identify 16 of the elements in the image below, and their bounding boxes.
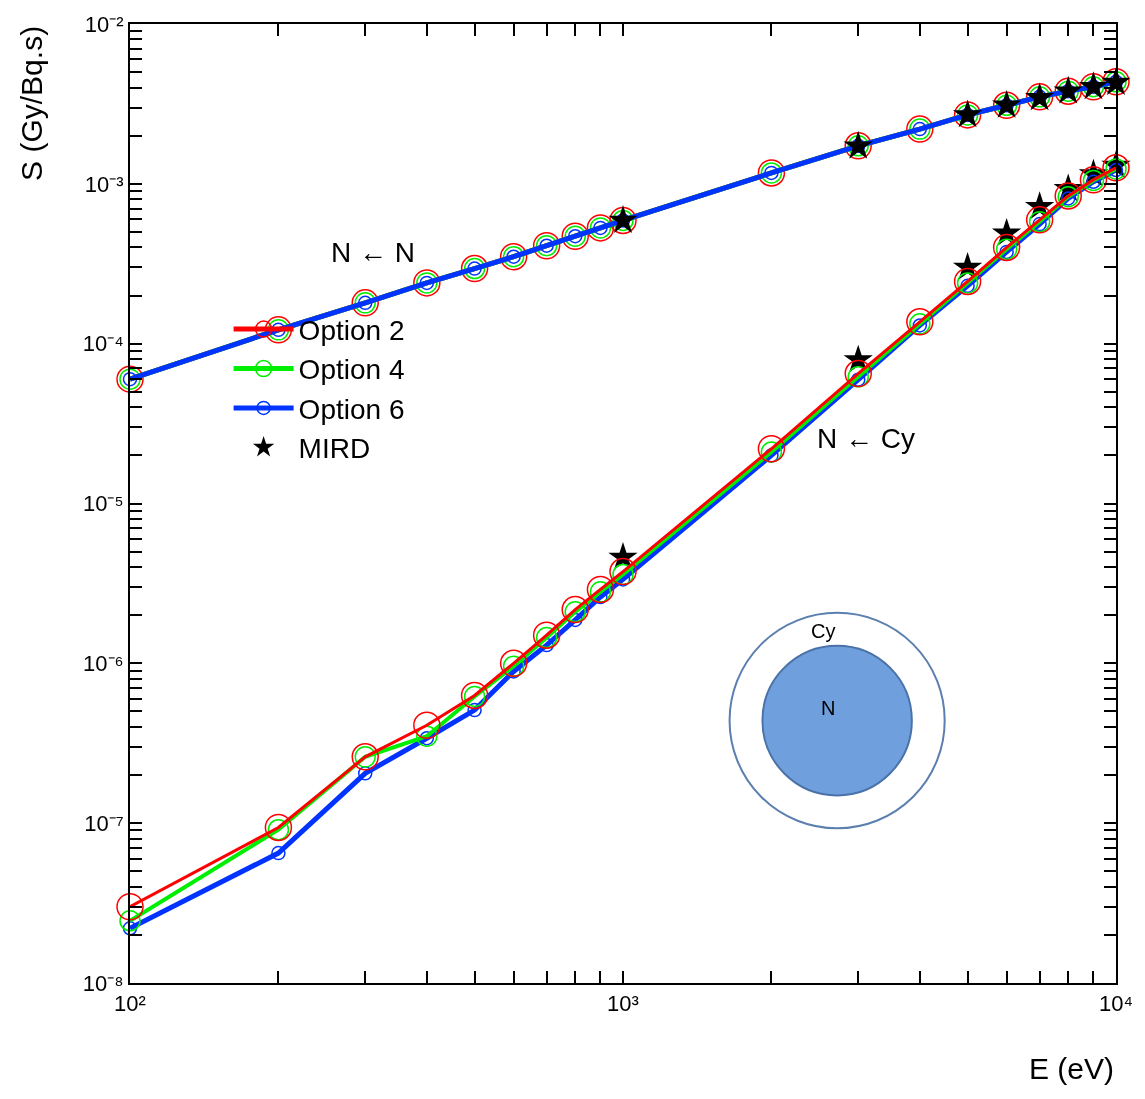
x-tick-label: 10⁴ bbox=[1099, 991, 1133, 1017]
legend-label: Option 6 bbox=[298, 393, 405, 425]
y-tick-label: 10⁻⁶ bbox=[83, 651, 124, 677]
y-tick-label: 10⁻⁴ bbox=[82, 331, 124, 357]
y-tick-label: 10⁻⁷ bbox=[84, 810, 124, 836]
y-axis-title: S (Gy/Bq.s) bbox=[14, 25, 48, 181]
x-axis-title: E (eV) bbox=[1029, 1052, 1115, 1085]
legend-label: Option 4 bbox=[298, 354, 405, 386]
y-tick-label: 10⁻² bbox=[84, 11, 124, 37]
x-tick-label: 10³ bbox=[607, 991, 639, 1017]
annotation: N ← N bbox=[331, 237, 415, 268]
annotation: N ← Cy bbox=[817, 423, 915, 454]
y-tick-label: 10⁻³ bbox=[84, 171, 124, 197]
y-tick-label: 10⁻⁵ bbox=[83, 491, 124, 517]
legend-label: Option 2 bbox=[298, 315, 405, 347]
legend-label: MIRD bbox=[298, 433, 371, 465]
